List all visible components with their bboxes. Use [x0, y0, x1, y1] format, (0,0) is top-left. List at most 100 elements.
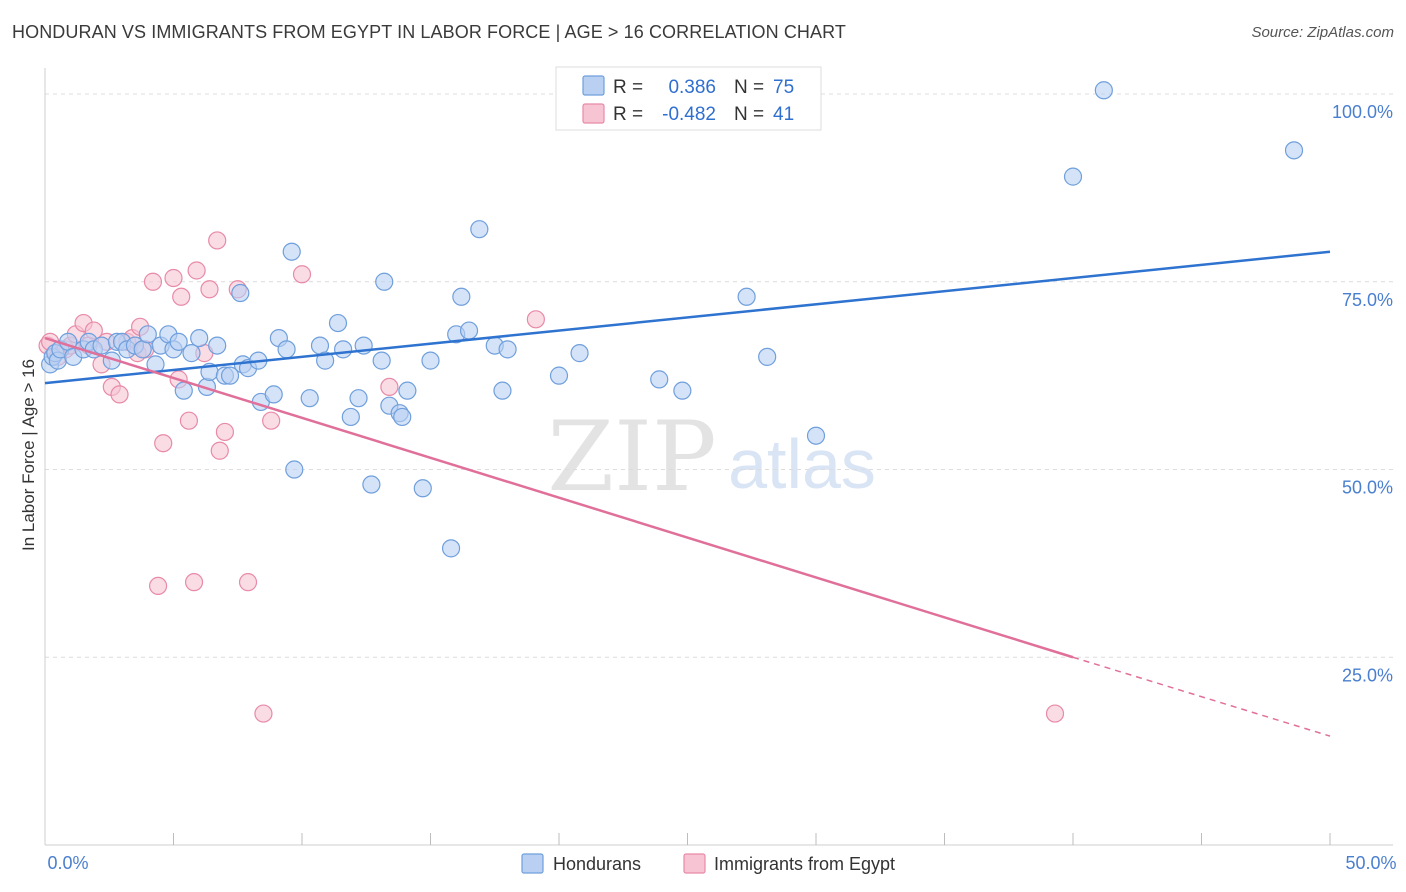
y-tick-label-75: 75.0%: [1342, 290, 1393, 310]
point-honduran-62: [470, 220, 489, 239]
point-honduran-56: [413, 479, 432, 498]
point-honduran-67: [570, 344, 589, 363]
legend-n-label-1: N =: [734, 77, 764, 98]
bottom-legend-label-egypt: Immigrants from Egypt: [714, 854, 895, 874]
point-honduran-44: [328, 313, 348, 333]
point-egypt-28: [200, 280, 219, 299]
point-honduran-68: [650, 370, 669, 389]
point-egypt-35: [262, 411, 281, 430]
trend-lines: [44, 250, 1331, 737]
point-egypt-30: [210, 441, 229, 460]
point-honduran-71: [758, 347, 777, 366]
point-honduran-69: [673, 381, 692, 400]
point-honduran-24: [182, 344, 201, 363]
point-honduran-73: [1063, 167, 1083, 186]
legend-swatch-hondurans: [582, 75, 605, 96]
legend-n-value-2: 41: [773, 104, 794, 125]
legend-swatch-egypt: [582, 103, 605, 124]
point-honduran-38: [277, 340, 296, 359]
point-honduran-28: [208, 336, 227, 355]
point-egypt-21: [164, 268, 183, 288]
point-honduran-57: [421, 351, 440, 370]
point-honduran-30: [220, 366, 240, 385]
series-hondurans-points: [41, 81, 1304, 558]
x-tick-label-max: 50.0%: [1345, 853, 1396, 873]
top-legend: R = 0.386 N = 75 R = -0.482 N = 41: [555, 66, 822, 131]
point-egypt-29: [208, 231, 227, 250]
point-honduran-23: [174, 381, 193, 400]
source-credit: Source: ZipAtlas.com: [1251, 24, 1394, 41]
point-honduran-50: [372, 351, 391, 370]
y-tick-label-100: 100.0%: [1332, 102, 1393, 122]
legend-r-value-1: 0.386: [668, 77, 716, 98]
point-honduran-58: [441, 539, 461, 558]
point-egypt-38: [526, 310, 545, 329]
legend-r-label-1: R =: [613, 77, 643, 98]
point-egypt-20: [154, 434, 173, 453]
point-honduran-75: [1284, 141, 1304, 160]
point-honduran-25: [190, 328, 209, 348]
point-honduran-41: [300, 389, 319, 408]
point-honduran-42: [310, 336, 330, 355]
y-axis-label: In Labor Force | Age > 16: [19, 359, 38, 551]
point-egypt-37: [380, 377, 399, 397]
bottom-legend-label-hondurans: Hondurans: [553, 854, 641, 874]
y-tick-label-25: 25.0%: [1342, 665, 1393, 685]
gridlines: [45, 93, 1393, 658]
point-honduran-49: [362, 475, 381, 494]
point-honduran-54: [393, 407, 412, 427]
legend-r-value-2: -0.482: [662, 104, 716, 125]
point-honduran-40: [285, 460, 304, 479]
bottom-legend: Hondurans Immigrants from Egypt: [521, 853, 895, 874]
point-egypt-33: [238, 573, 258, 592]
point-egypt-18: [143, 272, 163, 291]
point-egypt-26: [187, 261, 206, 280]
point-honduran-10: [92, 336, 111, 355]
point-egypt-34: [254, 704, 273, 723]
point-honduran-60: [452, 287, 471, 306]
point-honduran-51: [375, 272, 394, 291]
point-honduran-61: [459, 321, 479, 340]
bottom-legend-swatch-hondurans: [521, 853, 544, 874]
axes: [44, 68, 1393, 846]
point-egypt-19: [148, 576, 168, 596]
point-honduran-72: [806, 426, 826, 445]
legend-n-value-1: 75: [773, 77, 794, 98]
point-honduran-64: [493, 381, 512, 400]
point-egypt-12: [110, 385, 129, 404]
point-egypt-39: [1045, 704, 1065, 723]
legend-n-label-2: N =: [734, 104, 764, 125]
point-honduran-47: [349, 389, 368, 408]
point-honduran-39: [282, 242, 301, 261]
point-honduran-66: [549, 366, 569, 385]
point-honduran-16: [133, 340, 152, 359]
point-egypt-23: [172, 287, 191, 306]
point-honduran-70: [737, 287, 756, 306]
point-honduran-65: [498, 340, 517, 359]
point-honduran-36: [264, 385, 283, 404]
chart-title: HONDURAN VS IMMIGRANTS FROM EGYPT IN LAB…: [12, 22, 847, 42]
point-egypt-31: [215, 422, 234, 442]
point-egypt-25: [184, 573, 204, 592]
point-honduran-43: [316, 351, 335, 370]
legend-r-label-2: R =: [613, 104, 643, 125]
bottom-legend-swatch-egypt: [683, 853, 706, 874]
y-tick-labels: 25.0% 50.0% 75.0% 100.0%: [1332, 102, 1393, 685]
y-tick-label-50: 50.0%: [1342, 478, 1393, 498]
point-honduran-55: [398, 381, 417, 400]
point-honduran-22: [169, 332, 188, 351]
watermark-zip: ZIP: [547, 401, 716, 513]
trend-line-egypt: [44, 336, 1074, 659]
point-honduran-17: [138, 325, 157, 344]
point-honduran-74: [1094, 81, 1113, 100]
x-ticks: [173, 833, 1331, 845]
point-egypt-36: [292, 265, 312, 284]
trend-line-hondurans: [44, 250, 1331, 385]
point-honduran-31: [231, 283, 250, 303]
x-tick-label-min: 0.0%: [47, 853, 88, 873]
trend-line-egypt-extension: [1072, 656, 1331, 737]
point-honduran-46: [341, 407, 360, 427]
point-egypt-24: [179, 411, 199, 430]
watermark-atlas: atlas: [728, 425, 876, 503]
